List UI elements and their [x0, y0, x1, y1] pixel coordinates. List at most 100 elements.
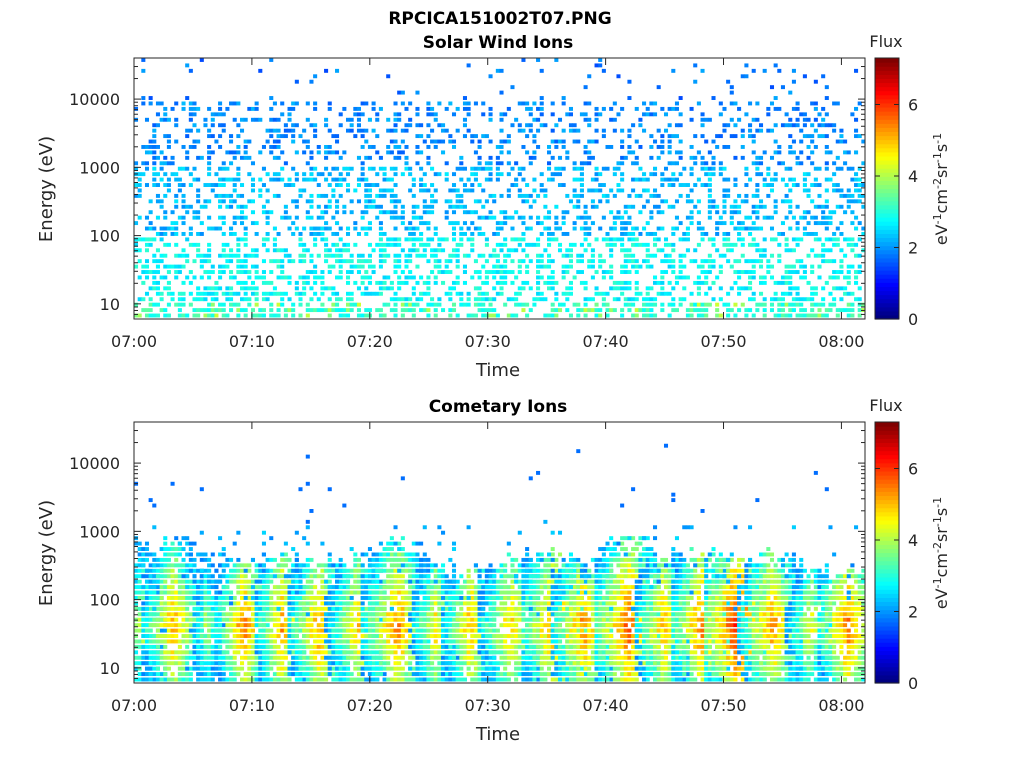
heat-cell — [185, 623, 190, 628]
heat-cell — [324, 123, 329, 128]
heat-cell — [243, 259, 248, 264]
heat-cell — [177, 308, 182, 313]
heat-cell — [155, 563, 160, 568]
heat-cell — [163, 134, 168, 139]
heat-cell — [298, 628, 303, 633]
heat-cell — [382, 188, 387, 193]
heat-cell — [404, 259, 409, 264]
heat-cell — [331, 568, 336, 573]
heat-cell — [378, 204, 383, 209]
heat-cell — [700, 313, 705, 318]
heat-cell — [324, 563, 329, 568]
heat-cell — [188, 106, 193, 111]
heat-cell — [554, 204, 559, 209]
heat-cell — [298, 188, 303, 193]
heat-cell — [477, 199, 482, 204]
heat-cell — [583, 237, 588, 242]
heat-cell — [448, 286, 453, 291]
heat-cell — [305, 601, 310, 606]
heat-cell — [561, 101, 566, 106]
heat-cell — [839, 308, 844, 313]
heat-cell — [188, 280, 193, 285]
heat-cell — [163, 601, 168, 606]
heat-cell — [203, 585, 208, 590]
heat-cell — [236, 585, 241, 590]
heat-cell — [547, 237, 552, 242]
heat-cell — [477, 155, 482, 160]
heat-cell — [488, 302, 493, 307]
heat-cell — [557, 166, 563, 171]
heat-cell — [780, 275, 785, 280]
heat-cell — [671, 248, 676, 253]
heat-cell — [243, 677, 248, 682]
heat-cell — [393, 264, 398, 269]
heat-cell — [631, 204, 636, 209]
heat-cell — [572, 123, 577, 128]
heat-cell — [565, 286, 570, 291]
heat-cell — [598, 58, 603, 62]
heat-cell — [700, 308, 705, 313]
heat-cell — [309, 286, 314, 291]
heat-cell — [152, 661, 157, 666]
heat-cell — [649, 297, 654, 302]
heat-cell — [243, 280, 248, 285]
heat-cell — [759, 172, 764, 177]
heat-cell — [203, 644, 208, 649]
heat-cell — [525, 134, 530, 139]
heat-cell — [572, 139, 577, 144]
heat-cell — [320, 232, 325, 236]
heat-cell — [426, 106, 431, 111]
heat-cell — [338, 677, 343, 682]
heat-cell — [272, 644, 277, 649]
heat-cell — [400, 221, 405, 226]
heat-cell — [795, 259, 800, 264]
heat-cell — [857, 264, 862, 269]
heat-cell — [199, 232, 204, 236]
heat-cell — [335, 617, 340, 622]
heat-cell — [276, 612, 281, 617]
heat-cell — [159, 661, 164, 666]
heat-cell — [415, 302, 420, 307]
heat-cell — [806, 188, 811, 193]
heat-cell — [327, 596, 332, 600]
heat-cell — [806, 297, 811, 302]
heat-cell — [828, 123, 833, 128]
heat-cell — [218, 661, 223, 666]
heat-cell — [788, 226, 793, 231]
heat-cell — [854, 215, 859, 220]
heat-cell — [287, 639, 292, 644]
heat-cell — [137, 547, 142, 551]
heat-cell — [565, 291, 570, 296]
heat-cell — [835, 183, 840, 187]
heat-cell — [653, 172, 658, 177]
heat-cell — [404, 302, 409, 307]
heat-cell — [280, 596, 285, 600]
heat-cell — [302, 286, 307, 291]
heat-cell — [225, 574, 230, 579]
heat-cell — [159, 101, 164, 106]
heat-cell — [272, 155, 277, 160]
heat-cell — [236, 134, 241, 139]
heat-cell — [155, 155, 160, 160]
heat-cell — [631, 264, 636, 269]
heat-cell — [653, 253, 658, 258]
heat-cell — [155, 623, 160, 628]
heat-cell — [667, 259, 672, 264]
heat-cell — [451, 183, 457, 187]
heat-cell — [594, 204, 599, 209]
heat-cell — [510, 85, 515, 90]
heat-cell — [389, 237, 394, 242]
heat-cell — [510, 248, 515, 253]
heat-cell — [517, 291, 522, 296]
heat-cell — [393, 297, 398, 302]
heat-cell — [674, 177, 679, 182]
heat-cell — [159, 226, 164, 231]
heat-cell — [159, 590, 164, 595]
heat-cell — [616, 215, 621, 220]
heat-cell — [163, 286, 168, 291]
heat-cell — [291, 139, 296, 144]
heat-cell — [696, 101, 701, 106]
heat-cell — [229, 579, 234, 584]
heat-cell — [506, 161, 511, 166]
heat-cell — [192, 259, 197, 264]
